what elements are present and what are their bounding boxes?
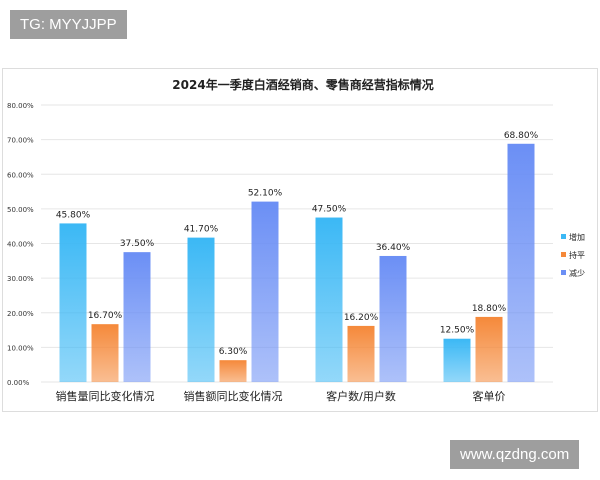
watermark-bottom-right: www.qzdng.com	[450, 440, 580, 469]
data-label: 45.80%	[56, 210, 91, 220]
y-tick-label: 60.00%	[7, 171, 34, 179]
x-category-label: 客单价	[473, 389, 506, 403]
bar-持平	[219, 360, 247, 382]
bar-增加	[443, 338, 471, 382]
x-category-label: 销售额同比变化情况	[184, 389, 283, 403]
data-label: 16.20%	[344, 313, 379, 323]
bar-增加	[187, 237, 215, 382]
y-tick-label: 80.00%	[7, 102, 34, 110]
data-label: 18.80%	[472, 304, 507, 314]
y-tick-label: 0.00%	[7, 379, 30, 387]
legend-label: 持平	[569, 250, 585, 260]
bar-chart: 2024年一季度白酒经销商、零售商经营指标情况 0.00% 10.00% 20.00…	[7, 77, 585, 403]
legend-label: 增加	[569, 232, 585, 242]
data-label: 12.50%	[440, 326, 475, 336]
data-label: 16.70%	[88, 311, 123, 321]
legend-swatch	[561, 252, 566, 257]
legend-label: 减少	[569, 268, 585, 278]
bar-增加	[59, 223, 87, 382]
bar-增加	[315, 217, 343, 382]
y-tick-label: 50.00%	[7, 206, 34, 214]
data-label: 41.70%	[184, 225, 219, 235]
y-tick-label: 20.00%	[7, 310, 34, 318]
watermark-top-left: TG: MYYJJPP	[10, 10, 127, 39]
bar-持平	[475, 316, 503, 382]
legend-swatch	[561, 234, 566, 239]
y-tick-label: 70.00%	[7, 137, 34, 145]
bar-减少	[507, 143, 535, 382]
bar-减少	[251, 201, 279, 382]
chart-card: 2024年一季度白酒经销商、零售商经营指标情况 0.00% 10.00% 20.00…	[2, 68, 598, 412]
y-tick-label: 30.00%	[7, 275, 34, 283]
data-label: 6.30%	[219, 347, 248, 357]
y-tick-label: 40.00%	[7, 241, 34, 249]
bar-持平	[347, 325, 375, 382]
x-category-label: 客户数/用户数	[326, 389, 396, 403]
x-category-label: 销售量同比变化情况	[56, 389, 155, 403]
bar-减少	[379, 255, 407, 382]
data-label: 68.80%	[504, 131, 539, 141]
data-label: 52.10%	[248, 189, 283, 199]
bar-持平	[91, 324, 119, 382]
data-label: 47.50%	[312, 205, 347, 215]
data-label: 36.40%	[376, 243, 411, 253]
chart-title: 2024年一季度白酒经销商、零售商经营指标情况	[172, 77, 433, 92]
bar-减少	[123, 252, 151, 382]
data-label: 37.50%	[120, 239, 155, 249]
y-tick-label: 10.00%	[7, 344, 34, 352]
legend-swatch	[561, 270, 566, 275]
